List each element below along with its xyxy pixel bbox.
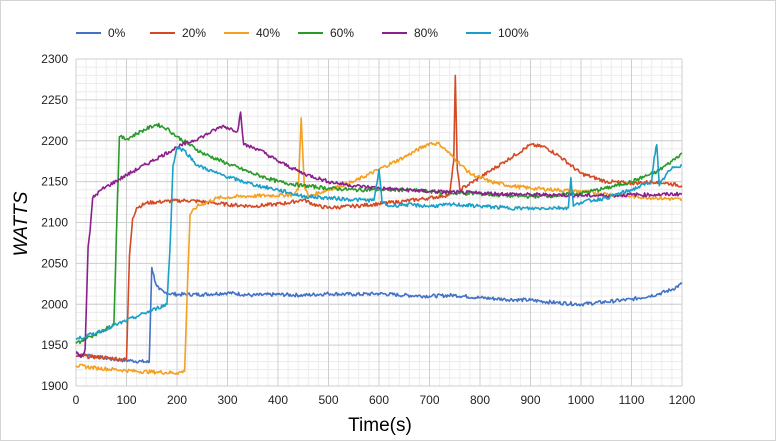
x-tick-label: 900 [520,393,540,407]
y-tick-label: 1900 [41,379,68,393]
y-tick-label: 2000 [41,297,68,311]
x-tick-label: 100 [116,393,136,407]
y-tick-label: 2300 [41,52,68,66]
y-axis-label: WATTS [11,191,32,256]
legend-label: 40% [256,26,280,40]
legend-label: 60% [330,26,354,40]
x-tick-label: 500 [318,393,338,407]
y-tick-label: 2100 [41,216,68,230]
x-tick-label: 1200 [669,393,696,407]
legend-label: 0% [108,26,126,40]
y-tick-label: 2050 [41,256,68,270]
x-tick-label: 1100 [619,393,645,407]
legend-label: 20% [182,26,206,40]
legend: 0% 20% 40% 60% 80% 100% [76,26,529,40]
x-tick-label: 700 [419,393,439,407]
y-tick-label: 1950 [41,338,68,352]
y-tick-label: 2150 [41,175,68,189]
x-tick-label: 200 [167,393,187,407]
series-line-3 [75,122,683,345]
plot-lines [75,74,683,375]
y-axis-ticks: 1900 1950 2000 2050 2100 2150 2200 2250 2300 [41,52,68,393]
x-tick-label: 300 [217,393,237,407]
x-tick-label: 800 [470,393,490,407]
x-tick-label: 1000 [568,393,595,407]
y-tick-label: 2250 [41,93,68,107]
series-line-4 [75,111,683,359]
legend-label: 80% [414,26,438,40]
x-tick-label: 600 [369,393,389,407]
series-line-0 [75,266,683,364]
legend-label: 100% [498,26,529,40]
x-axis-label: Time(s) [348,415,412,436]
x-tick-label: 0 [73,393,80,407]
series-line-5 [75,144,683,341]
y-tick-label: 2200 [41,134,68,148]
x-axis-ticks: 0 100 200 300 400 500 600 700 800 900 1000 1100 1200 [73,393,696,407]
series-line-1 [75,74,683,362]
x-tick-label: 400 [268,393,288,407]
